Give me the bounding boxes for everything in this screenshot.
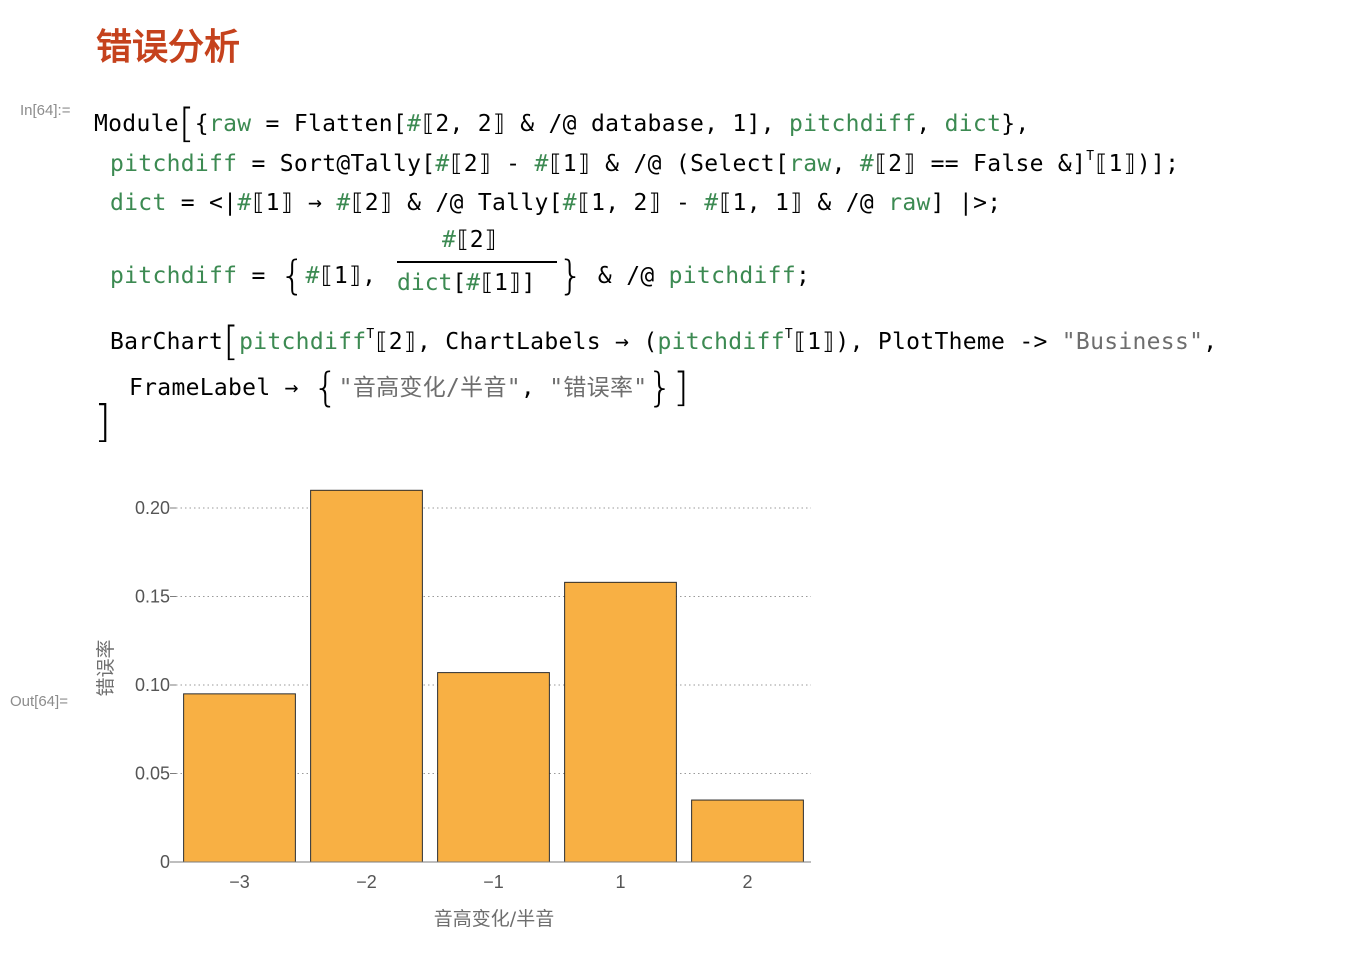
bar-3[interactable] bbox=[437, 672, 550, 863]
y-axis-label: 错误率 bbox=[95, 639, 117, 696]
x-tick-label: 1 bbox=[615, 872, 625, 892]
section-title: 错误分析 bbox=[96, 27, 241, 68]
bar-2[interactable] bbox=[310, 489, 423, 863]
code-line-6: FrameLabel → {"音高变化/半音", "错误率"}] bbox=[129, 365, 690, 411]
x-tick-label: 2 bbox=[742, 872, 752, 892]
bar-1[interactable] bbox=[183, 693, 296, 863]
fraction-bar bbox=[397, 261, 557, 263]
x-tick-label: −3 bbox=[229, 872, 250, 892]
code-line-1: Module[{raw = Flatten[#⟦2, 2⟧ & /@ datab… bbox=[94, 101, 1030, 147]
y-tick-labels: 0 0.05 0.10 0.15 0.20 bbox=[135, 498, 176, 872]
y-tick-label: 0.20 bbox=[135, 498, 170, 518]
y-tick-label: 0.10 bbox=[135, 675, 170, 695]
bar-5[interactable] bbox=[691, 799, 804, 863]
x-tick-label: −1 bbox=[483, 872, 504, 892]
x-tick-labels: −3 −2 −1 1 2 bbox=[229, 872, 752, 892]
input-cell-label: In[64]:= bbox=[20, 102, 71, 119]
code-line-4-right: } & /@ pitchdiff; bbox=[558, 253, 811, 299]
code-line-3: dict = <|#⟦1⟧ → #⟦2⟧ & /@ Tally[#⟦1, 2⟧ … bbox=[110, 190, 1002, 216]
x-tick-label: −2 bbox=[356, 872, 377, 892]
bar-4[interactable] bbox=[564, 581, 677, 863]
fraction-denominator: dict[#⟦1⟧] bbox=[397, 270, 536, 296]
y-tick-label: 0.05 bbox=[135, 764, 170, 784]
code-line-4-left: pitchdiff = {#⟦1⟧, bbox=[110, 253, 391, 299]
fraction-numerator: #⟦2⟧ bbox=[442, 227, 498, 253]
y-tick-label: 0 bbox=[160, 852, 170, 872]
code-line-7: ] bbox=[94, 396, 112, 447]
output-cell-label: Out[64]= bbox=[10, 693, 68, 710]
code-line-2: pitchdiff = Sort@Tally[#⟦2⟧ - #⟦1⟧ & /@ … bbox=[110, 149, 1180, 177]
y-tick-label: 0.15 bbox=[135, 587, 170, 607]
code-line-5: BarChart[pitchdiffT⟦2⟧, ChartLabels → (p… bbox=[110, 319, 1218, 365]
x-axis-label: 音高变化/半音 bbox=[434, 908, 554, 930]
bars bbox=[183, 489, 804, 863]
